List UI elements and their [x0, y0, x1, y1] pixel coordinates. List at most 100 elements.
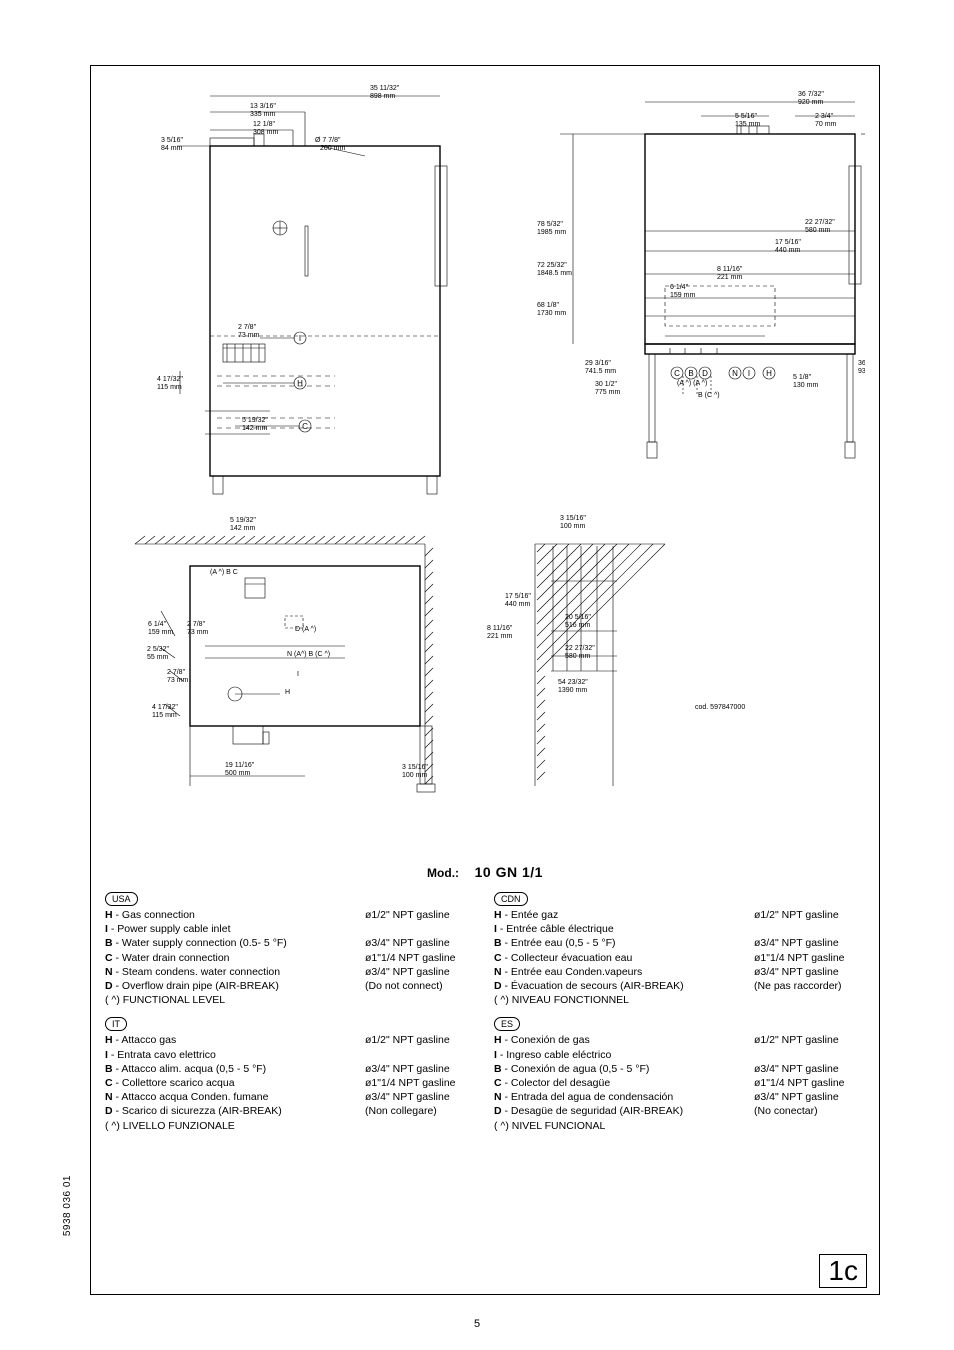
legend-row: N - Steam condens. water connectionø3/4"… [105, 965, 476, 979]
legend-row: H - Gas connectionø1/2" NPT gasline [105, 908, 476, 922]
legend-row: D - Évacuation de secours (AIR-BREAK)(Ne… [494, 979, 865, 993]
dim-value: 500 mm [225, 770, 250, 777]
legend-row: H - Entée gazø1/2" NPT gasline [494, 908, 865, 922]
legend-row: I - Ingreso cable eléctrico [494, 1048, 865, 1062]
page-number: 5 [0, 1318, 954, 1330]
svg-text:D: D [702, 369, 708, 378]
dim-value: 73 mm [238, 332, 260, 339]
diagram-bottom-left [135, 536, 435, 792]
dim-value: 1848.5 mm [537, 270, 572, 277]
legend-row: N - Attacco acqua Conden. fumaneø3/4" NP… [105, 1090, 476, 1104]
letter-callout: I [743, 367, 755, 379]
svg-text:C: C [302, 422, 308, 431]
legend-table: H - Attacco gasø1/2" NPT gaslineI - Entr… [105, 1033, 476, 1132]
dim-value: D (A ^) [295, 626, 316, 633]
dim-value: 5 1/8" [793, 374, 812, 381]
dim-value: 580 mm [805, 227, 830, 234]
legend-row: D - Overflow drain pipe (AIR-BREAK)(Do n… [105, 979, 476, 993]
svg-text:H: H [766, 369, 772, 378]
dim-value: 115 mm [157, 384, 182, 391]
diagram-top-right: (A ^) (A ^) [560, 102, 865, 458]
lang-pill: ES [494, 1017, 520, 1031]
dim-value: 1985 mm [537, 229, 566, 236]
letter-callout: C [299, 420, 311, 432]
dim-value: 35 11/32" [370, 85, 400, 92]
dim-value: 17 5/16" [505, 593, 531, 600]
legend-row: I - Power supply cable inlet [105, 922, 476, 936]
dim-value: 580 mm [565, 653, 590, 660]
dim-value: 70 mm [815, 121, 837, 128]
corner-tag: 1c [819, 1254, 867, 1288]
dim-value: 73 mm [167, 677, 189, 684]
dim-value: 2 5/32" [147, 646, 169, 653]
dim-value: 100 mm [560, 523, 585, 530]
dim-value: 12 1/8" [253, 121, 275, 128]
dim-value: 22 27/32" [565, 645, 595, 652]
svg-text:N: N [732, 369, 738, 378]
legend-row: C - Collettore scarico acquaø1"1/4 NPT g… [105, 1076, 476, 1090]
letter-callout: H [294, 377, 306, 389]
dim-value: 159 mm [670, 292, 695, 299]
dim-value: 55 mm [147, 654, 169, 661]
diagram-area: (A ^) (A ^) cod. 597847000 [105, 76, 865, 846]
legend-row: B - Conexión de agua (0,5 - 5 °F)ø3/4" N… [494, 1062, 865, 1076]
legend-table: H - Entée gazø1/2" NPT gaslineI - Entrée… [494, 908, 865, 1007]
dim-value: 3 15/16" [402, 764, 428, 771]
dim-value: 22 27/32" [805, 219, 835, 226]
cod-text: cod. 597847000 [695, 704, 745, 711]
dim-value: 115 mm [152, 712, 177, 719]
legend-row: N - Entrée eau Conden.vapeursø3/4" NPT g… [494, 965, 865, 979]
legend-row: ( ^) LIVELLO FUNZIONALE [105, 1119, 476, 1133]
diagram-top-left [177, 96, 447, 494]
dim-value: 2 7/8" [187, 621, 206, 628]
dim-value: 142 mm [242, 425, 267, 432]
dim-value: 741.5 mm [585, 368, 616, 375]
dim-value: 898 mm [370, 93, 395, 100]
letter-callout: B [685, 367, 697, 379]
dim-value: 20 5/16" [565, 614, 591, 621]
legend-row: N - Entrada del agua de condensaciónø3/4… [494, 1090, 865, 1104]
letter-callout: D [699, 367, 711, 379]
dim-value: 200 mm [320, 145, 345, 152]
letter-callout: I [294, 332, 306, 344]
dim-value: 5 5/16" [735, 113, 757, 120]
dim-value: 4 17/32" [157, 376, 183, 383]
legend-table: H - Conexión de gasø1/2" NPT gaslineI - … [494, 1033, 865, 1132]
dim-value: 72 25/32" [537, 262, 567, 269]
dim-value: 8 11/16" [717, 266, 743, 273]
legend-row: C - Collecteur évacuation eauø1"1/4 NPT … [494, 951, 865, 965]
dim-value: 5 19/32" [242, 417, 268, 424]
lang-pill: IT [105, 1017, 127, 1031]
dim-value: 130 mm [793, 382, 818, 389]
dim-value: 308 mm [253, 129, 278, 136]
dim-value: 8 11/16" [487, 625, 513, 632]
dim-value: 5 19/32" [230, 517, 256, 524]
dim-value: I [297, 671, 299, 678]
legend-row: H - Attacco gasø1/2" NPT gasline [105, 1033, 476, 1047]
dim-value: 30 1/2" [595, 381, 617, 388]
diagram-bottom-right [535, 544, 665, 786]
dim-value: Ø 7 7/8" [315, 137, 341, 144]
main-frame: (A ^) (A ^) cod. 597847000 [90, 65, 880, 1295]
dim-value: 68 1/8" [537, 302, 559, 309]
legend-row: B - Attacco alim. acqua (0,5 - 5 °F)ø3/4… [105, 1062, 476, 1076]
svg-text:(A ^) (A ^): (A ^) (A ^) [677, 380, 707, 387]
svg-text:H: H [297, 379, 303, 388]
dim-value: 159 mm [148, 629, 173, 636]
dim-value: 516 mm [565, 622, 590, 629]
dim-value: 1730 mm [537, 310, 566, 317]
legend-row: C - Water drain connectionø1"1/4 NPT gas… [105, 951, 476, 965]
dim-value: 13 3/16" [250, 103, 276, 110]
dim-value: B (C ^) [698, 392, 720, 399]
dim-value: 2 7/8" [167, 669, 186, 676]
dim-value: 100 mm [402, 772, 427, 779]
model-line: Mod.: 10 GN 1/1 [105, 864, 865, 880]
legend-row: ( ^) NIVEAU FONCTIONNEL [494, 993, 865, 1007]
dim-value: 775 mm [595, 389, 620, 396]
dim-value: 221 mm [717, 274, 742, 281]
dim-value: 54 23/32" [558, 679, 588, 686]
legend-row: ( ^) FUNCTIONAL LEVEL [105, 993, 476, 1007]
dim-value: 36 13/16" [858, 360, 865, 367]
dim-value: 36 7/32" [798, 91, 824, 98]
dim-value: 2 3/4" [815, 113, 834, 120]
